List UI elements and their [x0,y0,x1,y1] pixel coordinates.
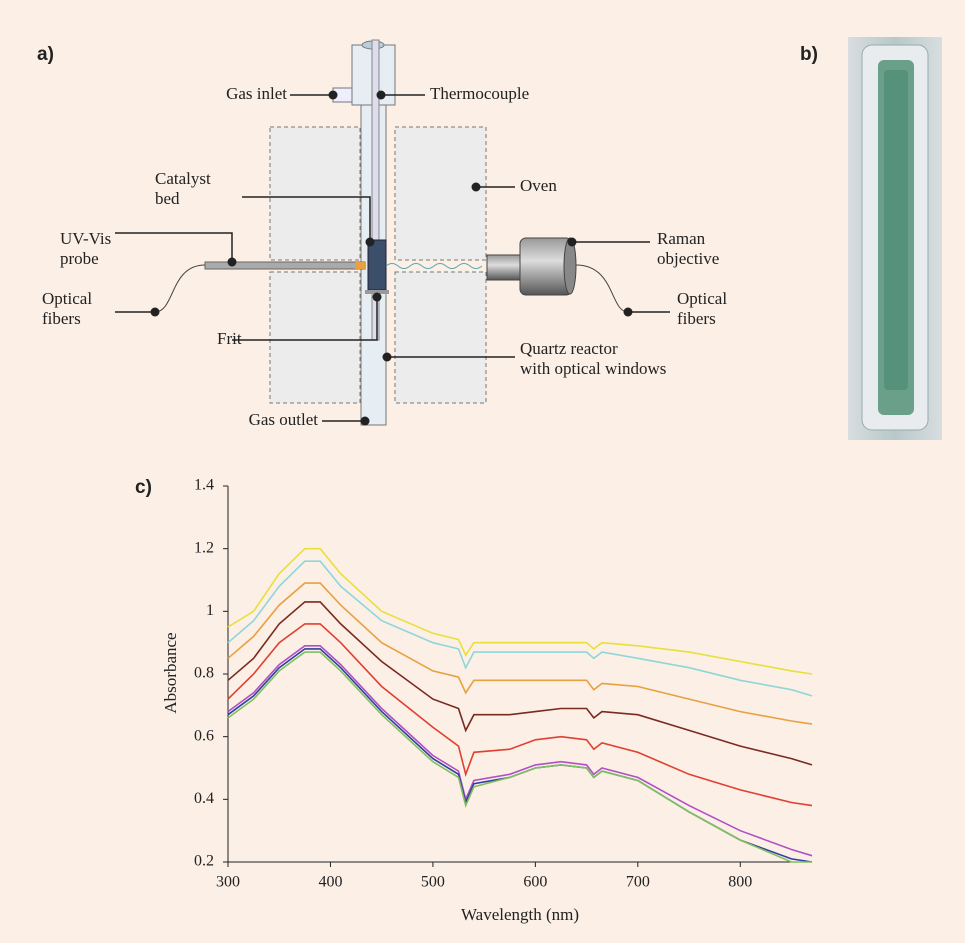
oven-block [269,271,361,404]
series-line [227,645,813,857]
probe-tip [355,262,365,269]
diagram-label: Gas inlet [226,84,287,103]
leader-dot [372,292,382,302]
diagram-label: bed [155,189,180,208]
diagram-label: probe [60,249,99,268]
y-tick-label: 1.4 [194,477,214,494]
diagram-label: fibers [42,309,81,328]
leader-dot [365,237,375,247]
diagram-label: Optical [42,289,92,308]
x-tick-label: 800 [728,874,752,891]
series-line [227,560,813,697]
series-line [227,623,813,807]
diagram-label: fibers [677,309,716,328]
leader-dot [360,416,370,426]
y-tick-label: 1 [206,602,214,619]
panel-label: c) [135,477,152,498]
leader-dot [150,307,160,317]
x-tick-label: 300 [216,874,240,891]
series-line [227,651,812,863]
leader-line [232,297,378,341]
y-axis-label: Absorbance [161,632,180,713]
photo [848,37,942,440]
diagram-label: Oven [520,176,557,195]
leader-dot [382,352,392,362]
leader-dot [227,257,237,267]
y-tick-label: 0.4 [194,790,214,807]
oven-block [394,126,487,261]
catalyst-bed [367,239,387,291]
raman-end [563,237,577,295]
panel-label: b) [800,44,818,65]
oven-block [394,271,487,404]
x-axis-label: Wavelength (nm) [461,905,579,924]
diagram-label: Catalyst [155,169,211,188]
diagram-label: Frit [217,329,242,348]
x-tick-label: 600 [523,874,547,891]
frit [365,290,389,294]
diagram-label: Thermocouple [430,84,529,103]
diagram-label: UV-Vis [60,229,111,248]
diagram-label: Quartz reactor [520,339,618,358]
leader-dot [471,182,481,192]
leader-dot [376,90,386,100]
x-tick-label: 500 [421,874,445,891]
raman-nozzle [486,254,523,281]
raman-beam [385,263,483,269]
leader-dot [567,237,577,247]
leader-dot [623,307,633,317]
diagram-label: Raman [657,229,706,248]
series-line [227,601,813,766]
catalyst-core [884,70,908,390]
diagram-label: Gas outlet [249,410,319,429]
x-tick-label: 700 [626,874,650,891]
leader-line [115,232,233,262]
panel-label: a) [37,44,54,65]
diagram-label: objective [657,249,719,268]
leader-line [242,196,371,242]
leader-dot [328,90,338,100]
diagram-label: Optical [677,289,727,308]
x-tick-label: 400 [318,874,342,891]
oven-block [269,126,361,261]
fiber [115,264,206,313]
y-tick-label: 0.2 [194,853,214,870]
diagram-label: with optical windows [520,359,666,378]
series-line [227,582,813,725]
series-line [227,547,813,675]
y-tick-label: 0.8 [194,665,214,682]
fiber [575,264,670,313]
y-tick-label: 1.2 [194,539,214,556]
y-tick-label: 0.6 [194,727,214,744]
